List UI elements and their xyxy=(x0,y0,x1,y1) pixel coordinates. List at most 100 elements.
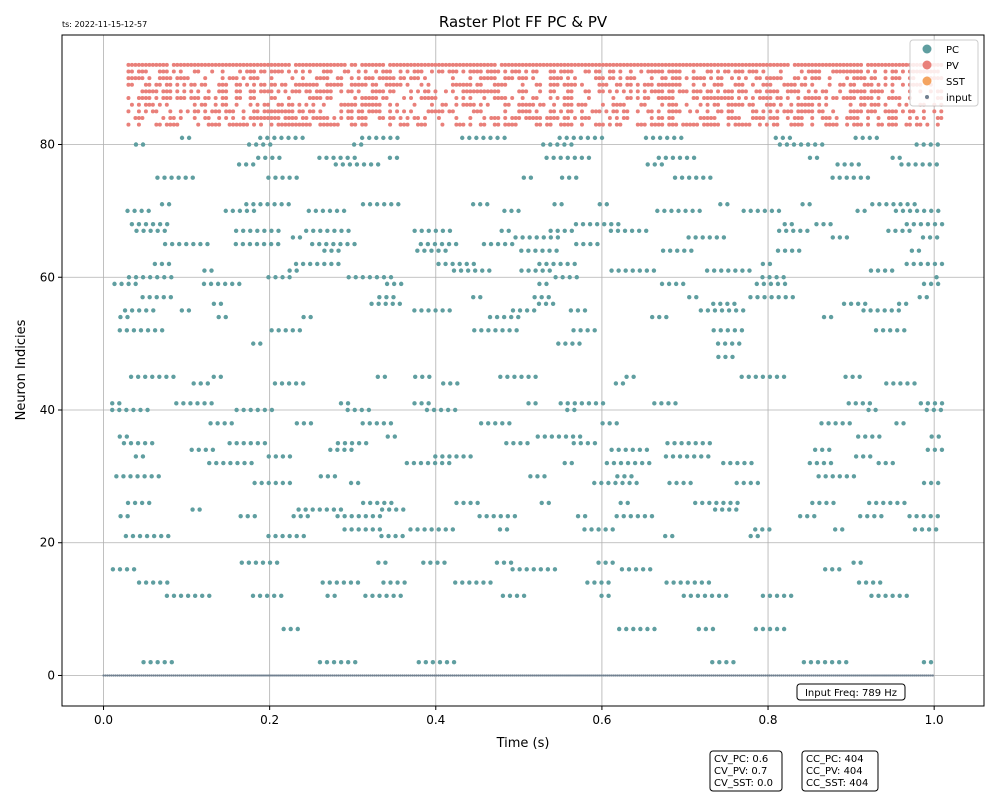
pv-spike xyxy=(398,82,403,87)
pc-spike xyxy=(240,228,246,233)
pv-spike xyxy=(677,76,682,81)
pv-spike xyxy=(552,102,557,107)
pv-spike xyxy=(471,69,476,74)
pv-spike xyxy=(834,115,839,120)
input-spike xyxy=(628,674,631,677)
pv-spike xyxy=(384,82,389,87)
pc-spike xyxy=(902,500,907,506)
input-spike xyxy=(873,674,877,677)
pc-spike xyxy=(768,281,774,287)
pv-spike xyxy=(192,69,197,74)
pc-spike xyxy=(581,241,586,247)
pc-spike xyxy=(857,513,863,519)
input-spike xyxy=(375,674,378,677)
pv-spike xyxy=(670,109,675,114)
pv-spike xyxy=(136,76,141,81)
pc-spike xyxy=(890,155,895,160)
pc-spike xyxy=(327,580,332,585)
pc-spike xyxy=(533,374,538,380)
pc-spike xyxy=(722,341,728,346)
pc-spike xyxy=(426,228,431,233)
pc-spike xyxy=(367,421,372,426)
pv-spike xyxy=(388,122,393,127)
pc-spike xyxy=(805,228,810,233)
input-spike xyxy=(804,674,807,677)
pv-spike xyxy=(663,76,668,81)
pc-spike xyxy=(129,308,135,313)
pc-spike xyxy=(708,175,713,180)
input-spike xyxy=(475,674,478,677)
pv-spike xyxy=(489,115,494,120)
input-spike xyxy=(596,674,600,677)
input-spike xyxy=(214,674,217,677)
pv-spike xyxy=(813,96,818,101)
pv-spike xyxy=(307,109,312,114)
pc-spike xyxy=(712,308,718,313)
pv-spike xyxy=(496,82,501,87)
pv-spike xyxy=(702,76,707,81)
pc-spike xyxy=(388,421,394,426)
pc-spike xyxy=(377,593,382,599)
pv-spike xyxy=(398,115,403,120)
pv-spike xyxy=(904,102,909,107)
pv-spike xyxy=(771,89,776,94)
pv-spike xyxy=(189,82,194,87)
pv-spike xyxy=(506,102,511,107)
pv-spike xyxy=(635,82,640,87)
pv-spike xyxy=(806,89,811,94)
pc-spike xyxy=(856,162,861,167)
pv-spike xyxy=(796,109,801,114)
pc-spike xyxy=(565,401,570,406)
input-spike xyxy=(606,674,609,677)
pv-spike xyxy=(482,76,487,81)
pv-spike xyxy=(597,69,602,74)
pc-spike xyxy=(560,275,565,280)
pv-spike xyxy=(496,96,501,101)
pv-spike xyxy=(855,69,860,74)
pv-spike xyxy=(674,109,679,114)
pv-spike xyxy=(838,69,843,74)
pv-spike xyxy=(178,76,183,81)
pc-spike xyxy=(899,162,904,167)
pc-spike xyxy=(853,135,858,141)
pc-spike xyxy=(541,142,546,147)
pv-spike xyxy=(388,89,393,94)
pc-spike xyxy=(851,175,856,180)
pv-spike xyxy=(464,89,469,94)
pv-spike xyxy=(866,109,871,114)
pc-spike xyxy=(844,175,849,180)
pv-spike xyxy=(426,109,431,114)
pv-spike xyxy=(670,76,675,81)
pv-spike xyxy=(360,109,365,114)
pc-spike xyxy=(138,328,144,333)
pv-spike xyxy=(677,69,682,74)
pc-spike xyxy=(150,580,156,585)
pv-spike xyxy=(349,89,354,94)
input-spike xyxy=(441,674,444,677)
pv-spike xyxy=(820,109,825,114)
pc-spike xyxy=(516,314,521,320)
pc-spike xyxy=(421,560,426,565)
pv-spike xyxy=(569,109,574,114)
pc-spike xyxy=(629,228,635,233)
pc-spike xyxy=(124,567,130,572)
input-spike xyxy=(562,674,566,677)
pv-spike xyxy=(325,69,330,74)
pc-spike xyxy=(904,261,909,267)
pv-spike xyxy=(782,82,787,87)
input-spike xyxy=(367,674,370,677)
pc-spike xyxy=(125,208,130,214)
input-spike xyxy=(822,674,825,677)
input-spike xyxy=(861,674,865,677)
pv-spike xyxy=(318,122,323,127)
pc-spike xyxy=(230,281,235,287)
pc-spike xyxy=(801,659,807,665)
pv-spike xyxy=(290,109,295,114)
pv-spike xyxy=(496,115,501,120)
pv-spike xyxy=(716,102,721,107)
input-spike xyxy=(152,674,155,677)
pc-spike xyxy=(882,268,888,273)
pv-spike xyxy=(332,122,337,127)
pv-spike xyxy=(754,62,759,67)
pc-spike xyxy=(452,407,458,413)
